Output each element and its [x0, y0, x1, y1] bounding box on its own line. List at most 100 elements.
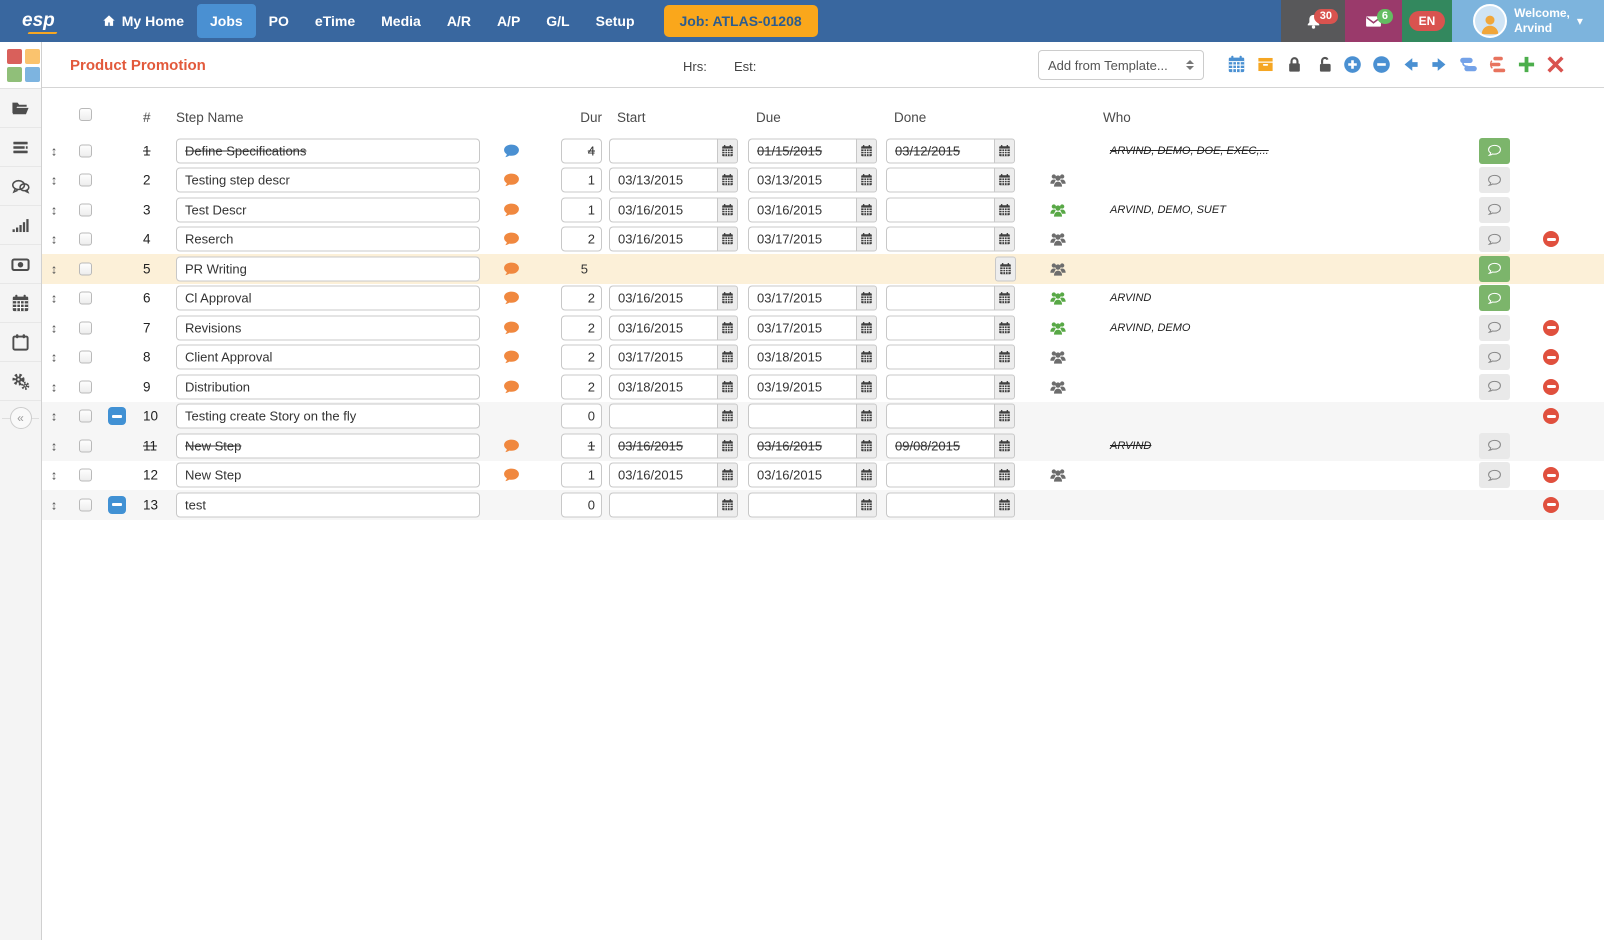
arrow-left-button[interactable] — [1400, 54, 1421, 75]
user-menu[interactable]: Welcome, Arvind ▾ — [1452, 0, 1604, 42]
select-all-checkbox[interactable] — [79, 108, 92, 121]
comment-button[interactable] — [503, 467, 521, 484]
sidebar-item-calendar-grid[interactable] — [0, 284, 41, 323]
unlock-button[interactable] — [1313, 54, 1334, 75]
drag-handle[interactable]: ↕ — [50, 408, 58, 424]
workflow-button[interactable] — [1458, 54, 1479, 75]
sidebar-item-money[interactable] — [0, 245, 41, 284]
done-date-input[interactable] — [886, 138, 994, 164]
due-calendar-button[interactable] — [856, 167, 877, 193]
start-calendar-button[interactable] — [717, 462, 738, 488]
due-date-input[interactable] — [748, 462, 856, 488]
done-calendar-button[interactable] — [994, 462, 1015, 488]
row-checkbox[interactable] — [79, 409, 92, 423]
comment-button[interactable] — [503, 231, 521, 248]
comment-button[interactable] — [503, 349, 521, 366]
duration-input[interactable] — [561, 462, 602, 488]
start-date-input[interactable] — [609, 138, 717, 164]
done-date-input[interactable] — [886, 197, 994, 223]
comment-button[interactable] — [503, 142, 521, 159]
assign-users-button[interactable] — [1048, 230, 1068, 248]
drag-handle[interactable]: ↕ — [50, 290, 58, 306]
drag-handle[interactable]: ↕ — [50, 320, 58, 336]
step-name-input[interactable] — [176, 344, 480, 370]
delete-step-button[interactable] — [1543, 231, 1559, 248]
collapse-toggle-button[interactable] — [108, 407, 126, 426]
duration-input[interactable] — [561, 344, 602, 370]
due-date-input[interactable] — [748, 315, 856, 341]
done-calendar-button[interactable] — [994, 226, 1015, 252]
sidebar-item-calendar-blank[interactable] — [0, 323, 41, 362]
chat-button[interactable] — [1479, 432, 1510, 459]
row-checkbox[interactable] — [79, 262, 92, 276]
done-date-input[interactable] — [886, 374, 994, 400]
start-calendar-button[interactable] — [717, 433, 738, 459]
chat-button[interactable] — [1479, 373, 1510, 400]
chat-button[interactable] — [1479, 226, 1510, 253]
due-calendar-button[interactable] — [856, 197, 877, 223]
row-checkbox[interactable] — [79, 350, 92, 364]
arrow-right-button[interactable] — [1429, 54, 1450, 75]
assign-users-button[interactable] — [1048, 319, 1068, 337]
row-checkbox[interactable] — [79, 468, 92, 482]
duration-input[interactable] — [561, 138, 602, 164]
duration-input[interactable] — [561, 197, 602, 223]
row-checkbox[interactable] — [79, 439, 92, 453]
done-date-input[interactable] — [886, 315, 994, 341]
due-calendar-button[interactable] — [856, 462, 877, 488]
assign-users-button[interactable] — [1048, 348, 1068, 366]
notifications-button[interactable]: 30 — [1281, 0, 1345, 42]
drag-handle[interactable]: ↕ — [50, 172, 58, 188]
start-calendar-button[interactable] — [717, 315, 738, 341]
comment-button[interactable] — [503, 378, 521, 395]
close-button[interactable] — [1545, 54, 1566, 75]
step-name-input[interactable] — [176, 403, 480, 429]
collapse-sidebar-button[interactable]: « — [9, 407, 32, 429]
due-date-input[interactable] — [748, 226, 856, 252]
duration-input[interactable] — [561, 315, 602, 341]
done-calendar-button[interactable] — [995, 256, 1016, 282]
start-date-input[interactable] — [609, 403, 717, 429]
step-name-input[interactable] — [176, 315, 480, 341]
drag-handle[interactable]: ↕ — [50, 261, 58, 277]
due-date-input[interactable] — [748, 492, 856, 518]
due-calendar-button[interactable] — [856, 315, 877, 341]
delete-step-button[interactable] — [1543, 408, 1559, 425]
start-date-input[interactable] — [609, 433, 717, 459]
drag-handle[interactable]: ↕ — [50, 467, 58, 483]
nav-item-g-l[interactable]: G/L — [546, 13, 570, 29]
assign-users-button[interactable] — [1048, 260, 1068, 278]
due-calendar-button[interactable] — [856, 374, 877, 400]
row-checkbox[interactable] — [79, 498, 92, 512]
row-checkbox[interactable] — [79, 291, 92, 305]
step-name-input[interactable] — [176, 138, 480, 164]
due-calendar-button[interactable] — [856, 433, 877, 459]
assign-users-button[interactable] — [1048, 201, 1068, 219]
step-name-input[interactable] — [176, 462, 480, 488]
comment-button[interactable] — [503, 437, 521, 454]
row-checkbox[interactable] — [79, 173, 92, 187]
start-calendar-button[interactable] — [717, 344, 738, 370]
nav-item-a-r[interactable]: A/R — [446, 13, 471, 29]
done-calendar-button[interactable] — [994, 344, 1015, 370]
nav-item-my-home[interactable]: My Home — [89, 4, 197, 38]
start-calendar-button[interactable] — [717, 403, 738, 429]
assign-users-button[interactable] — [1048, 378, 1068, 396]
duration-input[interactable] — [561, 492, 602, 518]
due-date-input[interactable] — [748, 285, 856, 311]
sidebar-item-gears[interactable] — [0, 362, 41, 401]
chat-button[interactable] — [1479, 344, 1510, 371]
nav-item-a-p[interactable]: A/P — [496, 13, 521, 29]
nav-item-media[interactable]: Media — [381, 13, 421, 29]
due-date-input[interactable] — [748, 374, 856, 400]
nav-item-etime[interactable]: eTime — [314, 13, 356, 29]
delete-step-button[interactable] — [1543, 496, 1559, 513]
duration-input[interactable] — [561, 226, 602, 252]
drag-handle[interactable]: ↕ — [50, 202, 58, 218]
drag-handle[interactable]: ↕ — [50, 349, 58, 365]
sidebar-item-chat-bubbles[interactable] — [0, 167, 41, 206]
comment-button[interactable] — [503, 201, 521, 218]
start-calendar-button[interactable] — [717, 492, 738, 518]
chat-button[interactable] — [1479, 196, 1510, 223]
delete-step-button[interactable] — [1543, 378, 1559, 395]
